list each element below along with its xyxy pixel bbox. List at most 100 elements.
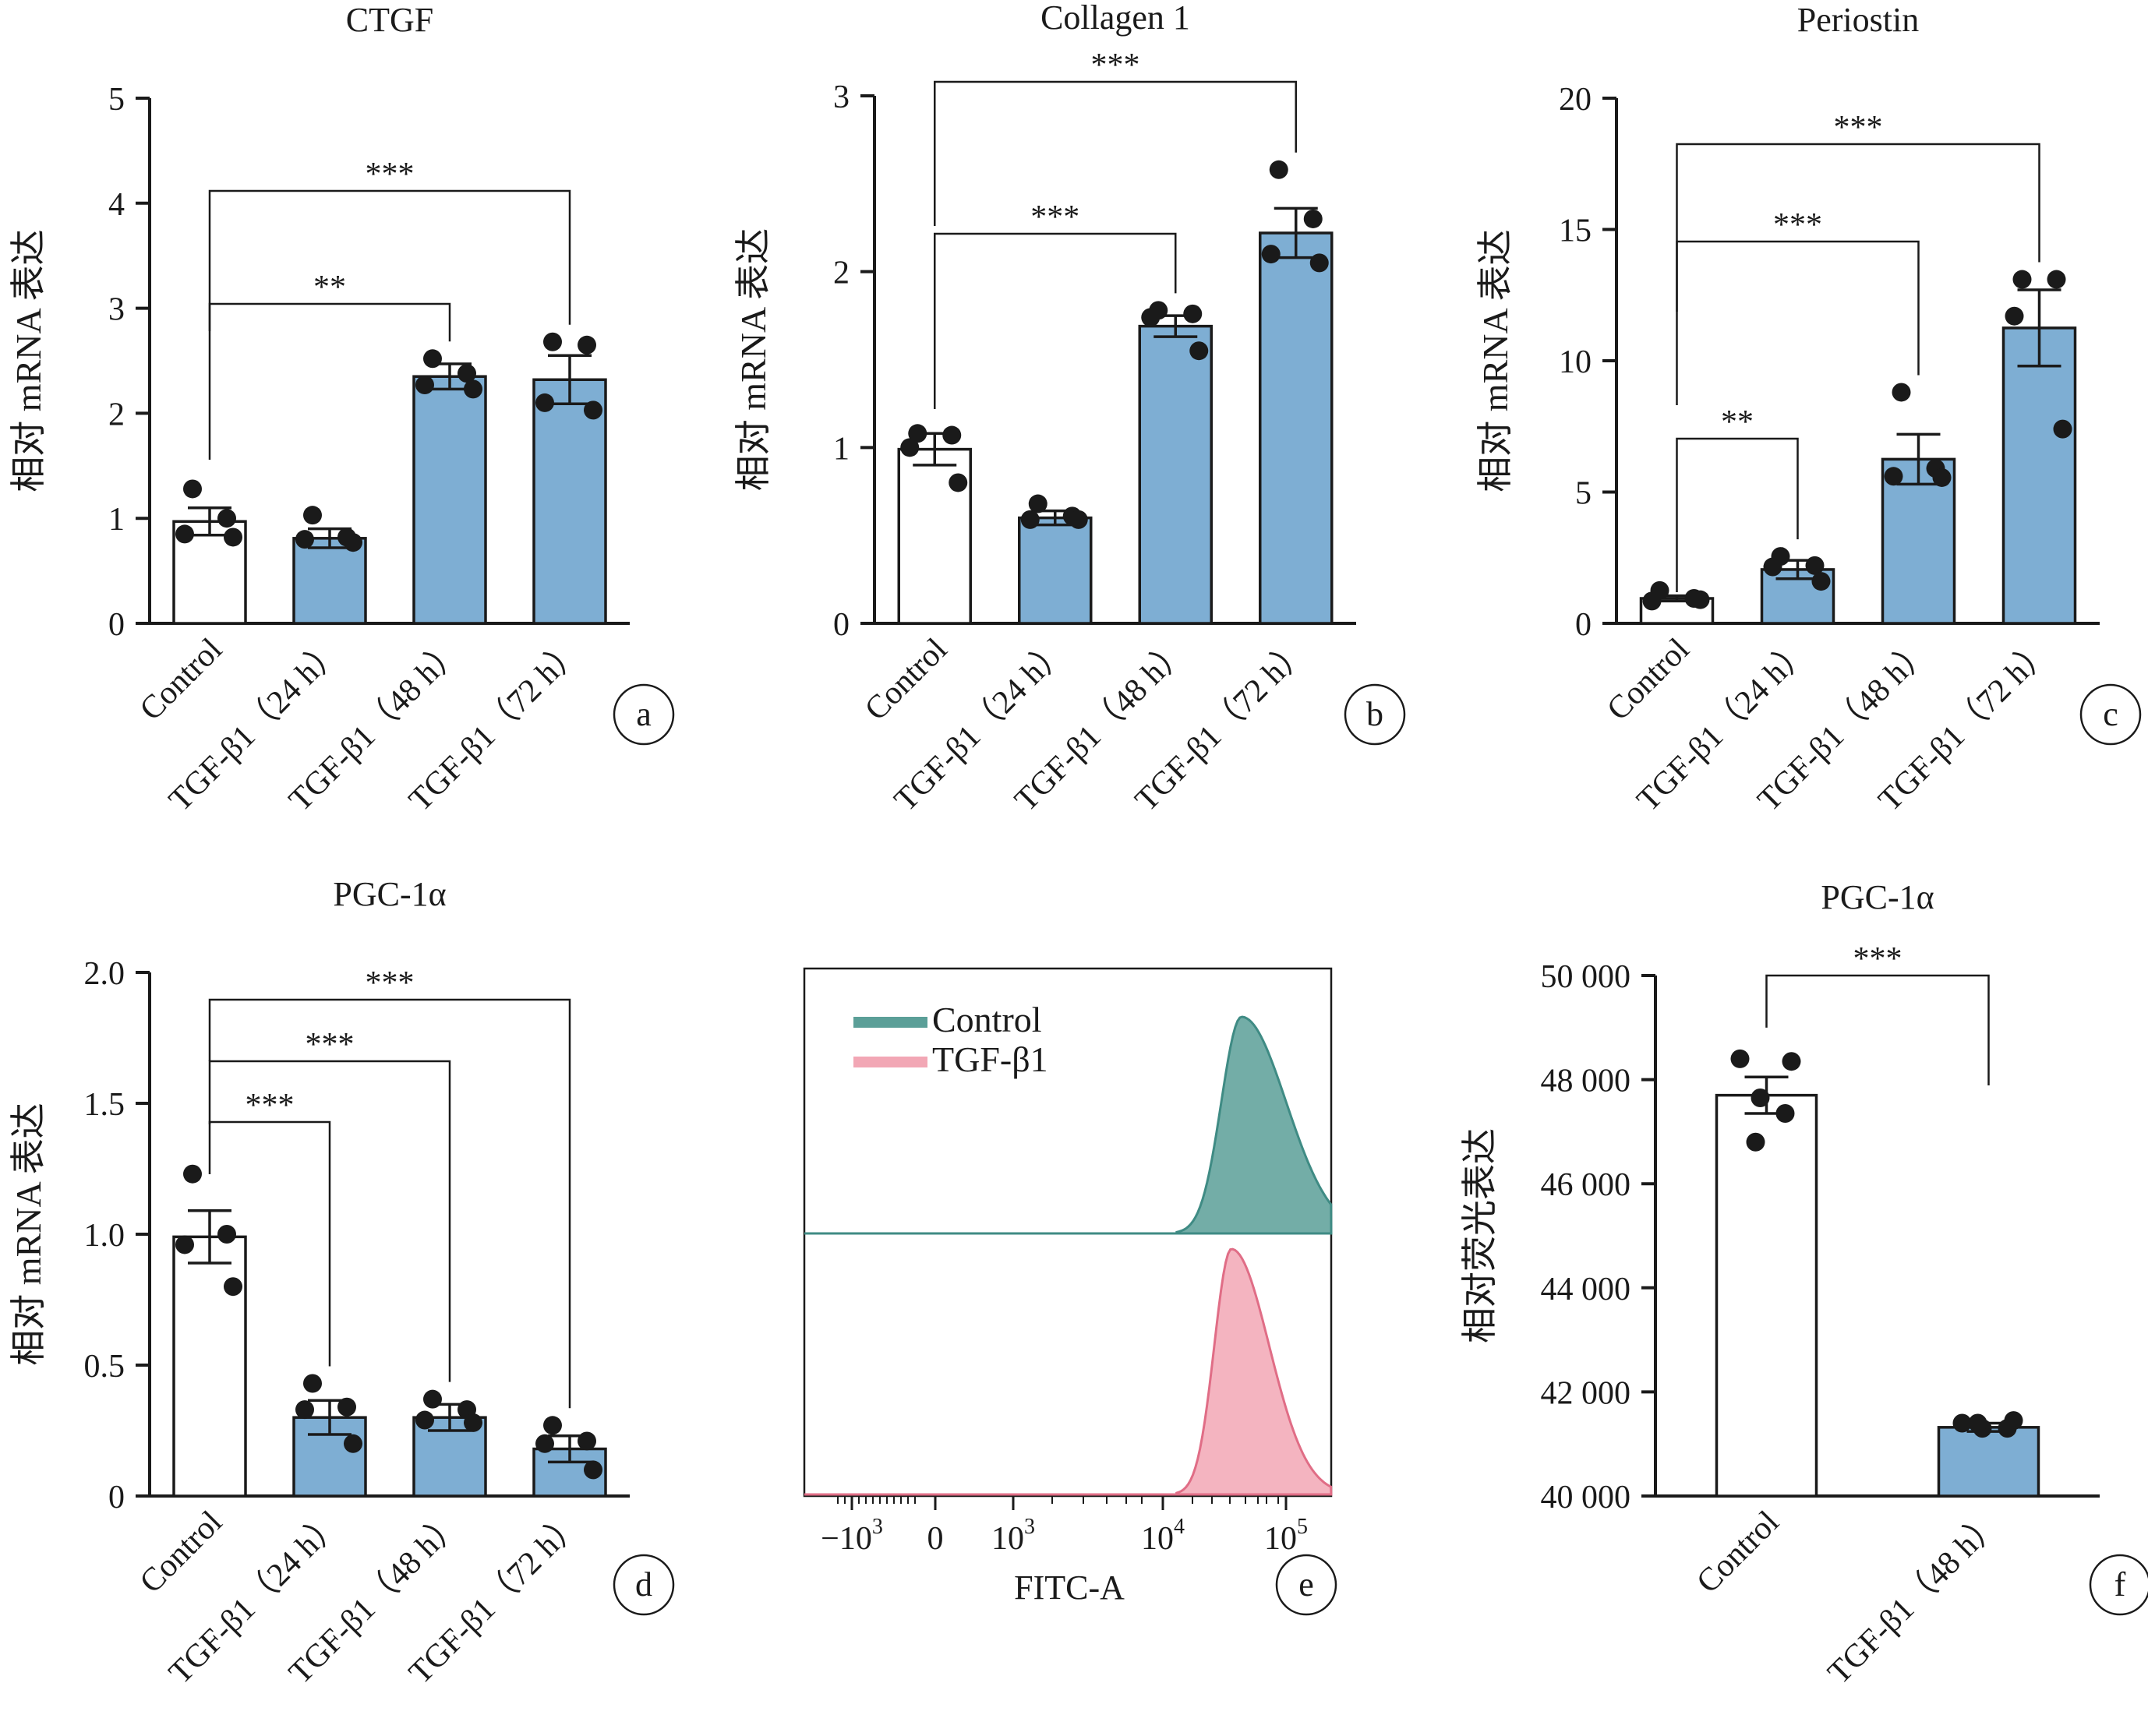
x-tick-label: Control xyxy=(133,632,229,728)
legend-label-tgf: TGF-β1 xyxy=(932,1039,1048,1079)
data-point xyxy=(949,473,968,492)
data-point xyxy=(303,506,322,525)
error-bar xyxy=(548,354,592,406)
y-tick-label: 0 xyxy=(1575,607,1592,643)
y-axis-label: 相对 mRNA 表达 xyxy=(1475,229,1515,492)
x-tick-label: Control xyxy=(1690,1505,1786,1600)
chart-title: PGC-1α xyxy=(1821,878,1934,916)
panel-letter: d xyxy=(635,1565,652,1604)
y-tick-label: 48 000 xyxy=(1541,1064,1631,1099)
legend-label-control: Control xyxy=(932,1000,1042,1039)
data-point xyxy=(1261,245,1281,264)
y-axis-label: 相对荧光表达 xyxy=(1460,1128,1500,1343)
error-bar xyxy=(1274,206,1318,259)
histogram-tgf xyxy=(804,1247,1333,1496)
y-tick-label: 20 xyxy=(1559,82,1592,118)
bar xyxy=(1138,324,1213,625)
y-tick-label: 0 xyxy=(833,607,850,643)
significance-label: *** xyxy=(1030,199,1079,235)
data-point xyxy=(1782,1052,1801,1071)
data-point xyxy=(458,364,476,383)
data-point xyxy=(1730,1049,1750,1068)
data-point xyxy=(584,1460,602,1480)
significance-label: *** xyxy=(1773,207,1822,243)
x-tick-label: 105 xyxy=(1264,1515,1308,1557)
data-point xyxy=(415,376,434,395)
data-point xyxy=(535,1434,554,1453)
x-tick-label: 0 xyxy=(927,1521,944,1557)
bar xyxy=(2001,326,2077,625)
error-bar xyxy=(2017,288,2061,368)
y-tick-label: 1 xyxy=(833,431,850,467)
data-point xyxy=(1892,383,1911,402)
y-tick-label: 2 xyxy=(833,256,850,291)
y-tick-label: 3 xyxy=(108,292,125,328)
data-point xyxy=(1189,341,1209,361)
bar xyxy=(1937,1426,2040,1498)
significance-bracket xyxy=(208,302,451,460)
panel-f: PGC-1α 相对荧光表达 40 000 42 000 44 000 46 000 48 0… xyxy=(1460,878,2148,1691)
y-axis-label: 相对 mRNA 表达 xyxy=(9,229,48,492)
data-point xyxy=(1805,556,1825,575)
data-point xyxy=(1303,209,1323,228)
significance-bracket xyxy=(934,80,1297,226)
panel-letter-circle xyxy=(1344,683,1406,746)
data-point xyxy=(1028,494,1048,513)
y-tick-label: 44 000 xyxy=(1541,1272,1631,1307)
data-point xyxy=(295,1400,314,1420)
x-tick-label: Control xyxy=(1600,632,1696,728)
data-point xyxy=(942,425,962,445)
data-point xyxy=(464,379,482,399)
significance-label: *** xyxy=(366,965,415,1001)
significance-label: ** xyxy=(313,270,346,305)
data-point xyxy=(1141,308,1161,327)
y-tick-label: 1.5 xyxy=(84,1087,125,1123)
y-tick-label: 0 xyxy=(108,1480,125,1515)
data-point xyxy=(1269,160,1288,179)
data-point xyxy=(900,438,920,457)
data-point xyxy=(2047,270,2066,289)
y-tick-label: 5 xyxy=(1575,476,1592,512)
y-tick-label: 50 000 xyxy=(1541,959,1631,995)
x-tick-label: Control xyxy=(858,632,954,728)
significance-bracket xyxy=(208,998,571,1409)
y-tick-label: 1 xyxy=(108,502,125,538)
bar xyxy=(1715,1093,1818,1498)
significance-label: *** xyxy=(1091,48,1140,83)
y-tick-label: 1.0 xyxy=(84,1218,125,1254)
data-point xyxy=(1998,1419,2017,1438)
histogram-control xyxy=(804,1015,1333,1235)
data-point xyxy=(415,1410,434,1430)
significance-bracket xyxy=(208,1060,451,1382)
data-point xyxy=(1932,468,1952,487)
data-point xyxy=(578,1431,596,1451)
data-point xyxy=(543,1416,562,1435)
y-tick-label: 10 xyxy=(1559,344,1592,380)
significance-bracket xyxy=(1676,240,1920,405)
data-point xyxy=(1183,304,1203,323)
data-point xyxy=(584,400,602,420)
panel-letter-circle xyxy=(613,1554,675,1616)
x-tick-label: 104 xyxy=(1141,1515,1185,1557)
panel-letter-circle xyxy=(2089,1554,2148,1616)
y-tick-label: 0.5 xyxy=(84,1349,125,1385)
data-point xyxy=(337,1397,356,1417)
data-point xyxy=(344,533,362,552)
data-point xyxy=(183,1164,202,1184)
chart-title: Periostin xyxy=(1797,1,1919,39)
panel-letter: f xyxy=(2114,1565,2126,1604)
data-point xyxy=(578,335,596,355)
y-tick-label: 46 000 xyxy=(1541,1167,1631,1203)
y-tick-label: 2.0 xyxy=(84,956,125,992)
y-tick-label: 3 xyxy=(833,79,850,115)
data-point xyxy=(2053,419,2072,439)
significance-bracket xyxy=(208,1120,331,1367)
significance-label: *** xyxy=(366,157,415,192)
significance-bracket xyxy=(1676,437,1799,592)
bar xyxy=(1259,231,1334,625)
bar xyxy=(172,1235,247,1498)
panel-letter: e xyxy=(1298,1565,1314,1604)
